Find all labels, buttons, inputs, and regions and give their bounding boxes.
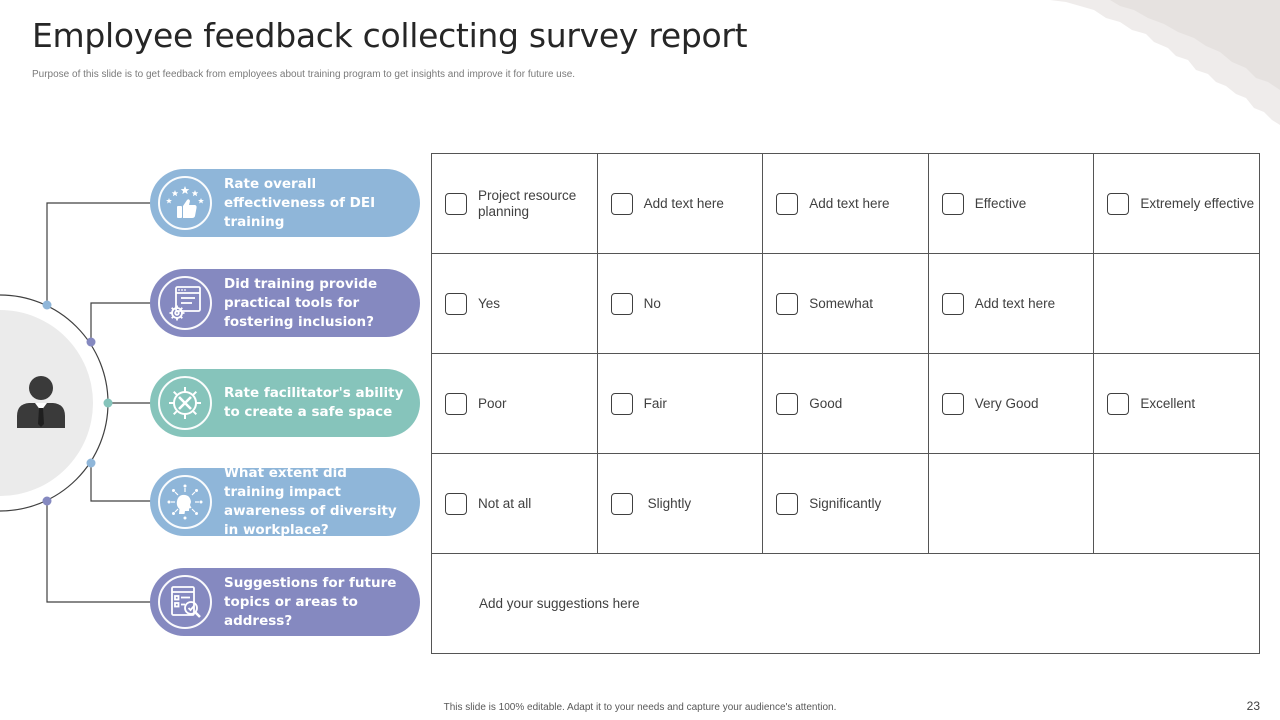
answer-row-2: Yes No Somewhat Add text here <box>431 253 1260 354</box>
connector-line-2 <box>90 302 152 342</box>
answer-cell[interactable]: Add text here <box>762 153 929 254</box>
answer-row-3: Poor Fair Good Very Good Excellent <box>431 353 1260 454</box>
answer-row-1: Project resource planning Add text here … <box>431 153 1260 254</box>
connector-dot-4 <box>86 458 96 468</box>
answer-row-4: Not at all Slightly Significantly <box>431 453 1260 554</box>
option-label: Slightly <box>647 495 692 511</box>
question-label-3: Rate facilitator's ability to create a s… <box>224 385 404 420</box>
checkbox[interactable] <box>445 392 467 415</box>
option-label: Fair <box>643 395 667 411</box>
option-label: Project resource planning <box>478 187 577 219</box>
option-label: Extremely effective <box>1140 195 1255 211</box>
question-label-2: Did training provide practical tools for… <box>224 275 378 330</box>
option-label: Add text here <box>643 195 724 211</box>
option-label: Add text here <box>809 195 890 211</box>
connector-line-1 <box>46 202 152 305</box>
checkbox[interactable] <box>776 192 799 215</box>
option-label: Significantly <box>809 495 882 511</box>
checkbox[interactable] <box>941 192 964 215</box>
question-label-1: Rate overall effectiveness of DEI traini… <box>224 175 376 230</box>
option-label: No <box>643 295 661 311</box>
star-rating-thumbs-up-icon <box>158 176 212 230</box>
checkbox[interactable] <box>776 392 799 415</box>
question-label-4: What extent did training impact awarenes… <box>224 465 397 538</box>
page-subtitle: Purpose of this slide is to get feedback… <box>32 69 576 80</box>
answer-row-5: Add your suggestions here <box>431 553 1260 654</box>
answer-cell[interactable]: Extremely effective <box>1093 153 1260 254</box>
footer-note: This slide is 100% editable. Adapt it to… <box>443 702 837 713</box>
connector-line-5 <box>46 501 152 603</box>
connector-dot-3 <box>103 398 113 408</box>
checkbox[interactable] <box>610 292 633 315</box>
answer-cell[interactable]: Effective <box>927 153 1095 254</box>
checkbox[interactable] <box>445 192 467 215</box>
page-number: 23 <box>1246 699 1260 713</box>
answer-cell[interactable]: Poor <box>431 353 598 454</box>
question-label-5: Suggestions for future topics or areas t… <box>224 574 397 629</box>
answer-cell[interactable]: Excellent <box>1093 353 1260 454</box>
document-gear-icon <box>158 276 212 330</box>
answer-cell[interactable]: Add text here <box>596 153 764 254</box>
checkbox[interactable] <box>610 192 633 215</box>
checkbox[interactable] <box>941 392 964 415</box>
empty-cell <box>927 453 1095 554</box>
option-label: Poor <box>478 395 507 411</box>
connector-dot-2 <box>86 337 96 347</box>
answer-cell[interactable]: Fair <box>596 353 764 454</box>
question-pill-4: What extent did training impact awarenes… <box>150 465 420 538</box>
checkbox[interactable] <box>776 292 799 315</box>
connector-dot-1 <box>42 300 52 310</box>
answer-cell[interactable]: Somewhat <box>762 253 929 354</box>
checkbox[interactable] <box>445 492 467 515</box>
checkbox[interactable] <box>1107 192 1130 215</box>
person-icon <box>17 376 65 428</box>
option-label: Yes <box>478 295 501 311</box>
answer-grid: Project resource planning Add text here … <box>431 153 1260 654</box>
checklist-search-icon <box>158 575 212 629</box>
head-network-icon <box>158 475 212 529</box>
checkbox[interactable] <box>610 492 633 515</box>
question-pill-5: Suggestions for future topics or areas t… <box>150 568 420 636</box>
question-pill-2: Did training provide practical tools for… <box>150 269 420 337</box>
question-pill-1: Rate overall effectiveness of DEI traini… <box>150 169 420 237</box>
torn-paper-decoration <box>1050 0 1280 125</box>
option-label: Somewhat <box>809 295 873 311</box>
option-label: Effective <box>974 195 1027 211</box>
answer-cell[interactable]: Good <box>762 353 929 454</box>
answer-cell[interactable]: Yes <box>431 253 598 354</box>
empty-cell <box>1093 253 1260 354</box>
answer-cell[interactable]: Very Good <box>927 353 1095 454</box>
connector-line-4 <box>90 463 152 502</box>
empty-cell <box>1093 453 1260 554</box>
answer-cell[interactable]: Slightly <box>596 453 764 554</box>
option-label: Excellent <box>1140 395 1196 411</box>
checkbox[interactable] <box>445 292 467 315</box>
answer-cell[interactable]: Add text here <box>927 253 1095 354</box>
answer-cell[interactable]: Significantly <box>762 453 929 554</box>
gear-tools-icon <box>158 376 212 430</box>
option-label: Very Good <box>974 395 1039 411</box>
answer-cell[interactable]: Project resource planning <box>431 153 598 254</box>
checkbox[interactable] <box>776 492 799 515</box>
option-label: Not at all <box>478 495 532 511</box>
checkbox[interactable] <box>941 292 964 315</box>
answer-cell[interactable]: Not at all <box>431 453 598 554</box>
page-title: Employee feedback collecting survey repo… <box>32 16 748 55</box>
question-pill-3: Rate facilitator's ability to create a s… <box>150 369 420 437</box>
checkbox[interactable] <box>610 392 633 415</box>
answer-cell[interactable]: No <box>596 253 764 354</box>
connector-dot-5 <box>42 496 52 506</box>
option-label: Add text here <box>974 295 1056 311</box>
suggestions-field[interactable]: Add your suggestions here <box>431 553 1260 654</box>
checkbox[interactable] <box>1107 392 1130 415</box>
option-label: Good <box>809 395 843 411</box>
